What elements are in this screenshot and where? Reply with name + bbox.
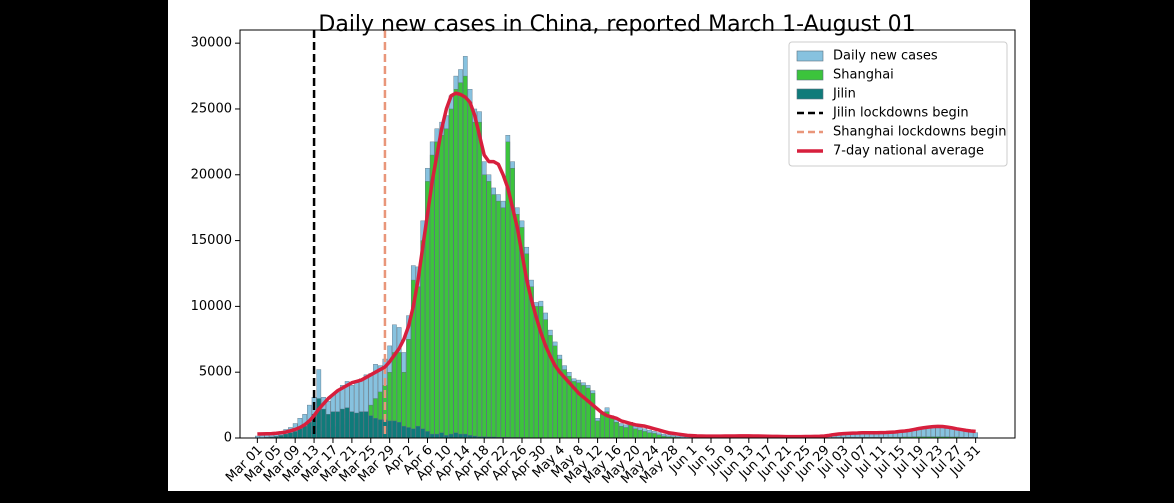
bar bbox=[397, 422, 401, 438]
bar bbox=[624, 427, 628, 438]
bar bbox=[350, 412, 354, 438]
bar bbox=[633, 429, 637, 438]
bar bbox=[638, 430, 642, 438]
bar bbox=[302, 426, 306, 438]
bar bbox=[317, 399, 321, 438]
bar bbox=[449, 109, 453, 438]
legend-label: Daily new cases bbox=[833, 49, 938, 64]
bar bbox=[619, 426, 623, 438]
bar bbox=[969, 432, 973, 438]
y-tick-label: 0 bbox=[224, 431, 232, 446]
bar bbox=[440, 433, 444, 438]
legend-label: 7-day national average bbox=[833, 144, 984, 159]
bar bbox=[477, 122, 481, 438]
bar bbox=[515, 214, 519, 438]
bar bbox=[406, 339, 410, 438]
bar bbox=[600, 414, 604, 438]
bar bbox=[288, 433, 292, 438]
bar bbox=[647, 433, 651, 438]
bar bbox=[591, 393, 595, 438]
bar bbox=[416, 287, 420, 438]
bar bbox=[496, 201, 500, 438]
bar bbox=[284, 434, 288, 438]
bar bbox=[468, 102, 472, 438]
bar bbox=[411, 429, 415, 438]
bar bbox=[458, 83, 462, 438]
y-tick-label: 20000 bbox=[191, 167, 232, 182]
bar bbox=[406, 427, 410, 438]
bar bbox=[345, 408, 349, 438]
bar bbox=[421, 241, 425, 438]
bar bbox=[373, 418, 377, 438]
legend-label: Shanghai bbox=[833, 68, 894, 83]
bar bbox=[473, 122, 477, 438]
bar bbox=[492, 195, 496, 438]
bar bbox=[416, 426, 420, 438]
bar bbox=[326, 414, 330, 438]
chart-title: Daily new cases in China, reported March… bbox=[318, 12, 915, 37]
legend-swatch bbox=[797, 89, 823, 99]
bar bbox=[610, 418, 614, 438]
bar bbox=[435, 434, 439, 438]
bar bbox=[586, 388, 590, 438]
bar bbox=[364, 412, 368, 438]
bar bbox=[307, 422, 311, 438]
bar bbox=[421, 429, 425, 438]
bar bbox=[369, 416, 373, 438]
bar bbox=[444, 129, 448, 438]
bar bbox=[581, 385, 585, 438]
legend-label: Shanghai lockdowns begin bbox=[833, 125, 1006, 140]
legend: Daily new cases Shanghai Jilin Jilin lockdo… bbox=[789, 42, 1007, 166]
bar bbox=[940, 427, 944, 438]
legend-label: Jilin bbox=[832, 87, 856, 102]
bar bbox=[388, 421, 392, 438]
y-tick-label: 15000 bbox=[191, 233, 232, 248]
bar bbox=[482, 175, 486, 438]
bar bbox=[501, 208, 505, 438]
bar bbox=[454, 89, 458, 438]
bar bbox=[629, 425, 633, 438]
bar bbox=[298, 429, 302, 438]
bar bbox=[463, 76, 467, 438]
bar bbox=[463, 434, 467, 438]
legend-swatch bbox=[797, 51, 823, 61]
bar bbox=[359, 412, 363, 438]
bar bbox=[293, 431, 297, 438]
bar bbox=[435, 142, 439, 438]
y-tick-label: 5000 bbox=[199, 365, 232, 380]
bar bbox=[614, 422, 618, 438]
legend-label: Jilin lockdowns begin bbox=[832, 106, 969, 121]
bar bbox=[340, 409, 344, 438]
bar bbox=[331, 412, 335, 438]
bar bbox=[392, 421, 396, 438]
bar bbox=[449, 434, 453, 438]
bar bbox=[425, 431, 429, 438]
y-tick-label: 30000 bbox=[191, 36, 232, 51]
bar bbox=[336, 412, 340, 438]
bar bbox=[595, 421, 599, 438]
bar bbox=[321, 409, 325, 438]
bar bbox=[402, 426, 406, 438]
bar bbox=[430, 434, 434, 438]
bar bbox=[454, 433, 458, 438]
y-tick-label: 25000 bbox=[191, 101, 232, 116]
bar bbox=[378, 420, 382, 438]
bar bbox=[458, 434, 462, 438]
bar bbox=[652, 433, 656, 438]
bar bbox=[487, 181, 491, 438]
bar bbox=[440, 135, 444, 438]
bar bbox=[643, 431, 647, 438]
y-tick-label: 10000 bbox=[191, 299, 232, 314]
legend-swatch bbox=[797, 70, 823, 80]
bar bbox=[354, 413, 358, 438]
